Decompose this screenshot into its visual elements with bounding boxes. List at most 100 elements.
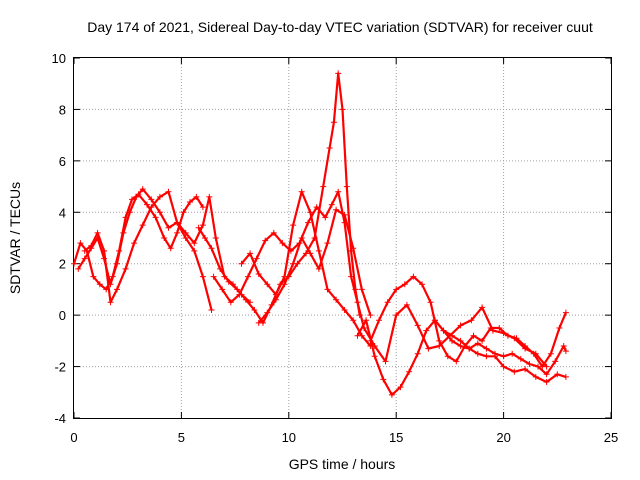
- data-point: [212, 235, 219, 241]
- data-point: [199, 204, 206, 211]
- data-point: [343, 183, 350, 190]
- data-point: [193, 193, 200, 200]
- data-point: [236, 291, 243, 298]
- series-line: [369, 275, 567, 368]
- data-point: [227, 299, 234, 306]
- data-point: [174, 219, 181, 226]
- y-tick-label: 6: [59, 154, 66, 169]
- data-point: [414, 350, 421, 357]
- data-point: [199, 222, 206, 229]
- data-point: [511, 335, 518, 342]
- data-point: [114, 286, 120, 293]
- data-point: [208, 245, 215, 252]
- data-point: [431, 317, 438, 324]
- data-point: [330, 119, 337, 126]
- data-point: [298, 188, 305, 195]
- x-tick-label: 0: [70, 430, 77, 445]
- data-point: [81, 247, 88, 254]
- data-point: [81, 255, 88, 262]
- data-point: [195, 224, 202, 231]
- data-point: [122, 265, 129, 272]
- data-point: [156, 193, 163, 200]
- data-point: [305, 219, 312, 226]
- data-point: [245, 273, 251, 280]
- data-point: [562, 348, 569, 355]
- data-point: [339, 106, 346, 113]
- y-axis-label: SDTVAR / TECUs: [7, 182, 23, 294]
- data-point: [509, 350, 516, 357]
- data-point: [354, 299, 361, 306]
- axis-ticks: 0 5 10 15 20 25 -4 -2 0 2 4 6 8 10: [52, 51, 619, 445]
- data-point: [253, 255, 260, 262]
- data-point: [225, 278, 232, 285]
- data-point: [500, 363, 507, 370]
- data-point: [543, 363, 550, 370]
- data-point: [114, 260, 120, 267]
- series-satellite-track-6: [238, 188, 374, 349]
- data-point: [139, 186, 146, 193]
- data-point: [298, 235, 305, 241]
- data-point: [522, 366, 529, 373]
- data-point: [148, 204, 155, 211]
- data-point: [492, 350, 498, 357]
- data-point: [468, 317, 475, 324]
- data-point: [262, 237, 269, 244]
- chart-title: Day 174 of 2021, Sidereal Day-to-day VTE…: [87, 19, 593, 35]
- series-line: [363, 303, 548, 368]
- data-point: [152, 214, 159, 221]
- data-point: [440, 327, 447, 334]
- data-point: [315, 265, 322, 272]
- data-point: [335, 188, 342, 195]
- grid-lines: [74, 58, 611, 418]
- data-point: [272, 296, 279, 303]
- data-point: [161, 235, 168, 241]
- data-point: [382, 358, 389, 365]
- data-point: [470, 332, 477, 339]
- x-tick-label: 10: [282, 430, 296, 445]
- data-point: [217, 265, 224, 272]
- data-point: [126, 209, 133, 216]
- series-line: [240, 190, 372, 347]
- x-tick-label: 15: [389, 430, 403, 445]
- data-point: [489, 327, 496, 334]
- data-point: [500, 353, 507, 360]
- data-point: [526, 361, 533, 367]
- data-point: [341, 211, 348, 218]
- series-satellite-track-1: [71, 191, 206, 293]
- data-point: [264, 281, 271, 288]
- data-point: [307, 250, 314, 257]
- data-point: [167, 245, 174, 252]
- data-point: [380, 376, 387, 383]
- data-point: [94, 229, 101, 236]
- data-point: [90, 273, 97, 280]
- data-point: [436, 337, 443, 344]
- data-point: [371, 353, 378, 360]
- data-point: [517, 355, 524, 362]
- data-point: [234, 286, 241, 293]
- series-line: [212, 190, 366, 329]
- x-tick-label: 5: [178, 430, 185, 445]
- series-satellite-track-7: [255, 206, 374, 326]
- data-point: [242, 296, 249, 303]
- data-point: [532, 350, 539, 357]
- data-point: [139, 222, 146, 229]
- data-point: [328, 201, 335, 208]
- series-line: [84, 190, 251, 304]
- data-point: [210, 273, 217, 280]
- data-point: [361, 325, 367, 331]
- data-point: [219, 286, 226, 293]
- y-tick-label: -4: [54, 411, 66, 426]
- x-axis-label: GPS time / hours: [289, 456, 396, 472]
- data-point: [191, 240, 198, 247]
- data-point: [148, 196, 155, 203]
- data-point: [348, 273, 355, 280]
- data-point: [444, 353, 451, 360]
- data-point: [320, 183, 327, 190]
- data-point: [290, 222, 297, 229]
- data-point: [560, 343, 567, 349]
- data-point: [75, 265, 82, 272]
- data-point: [206, 193, 213, 200]
- data-point: [131, 240, 138, 247]
- data-point: [350, 317, 357, 324]
